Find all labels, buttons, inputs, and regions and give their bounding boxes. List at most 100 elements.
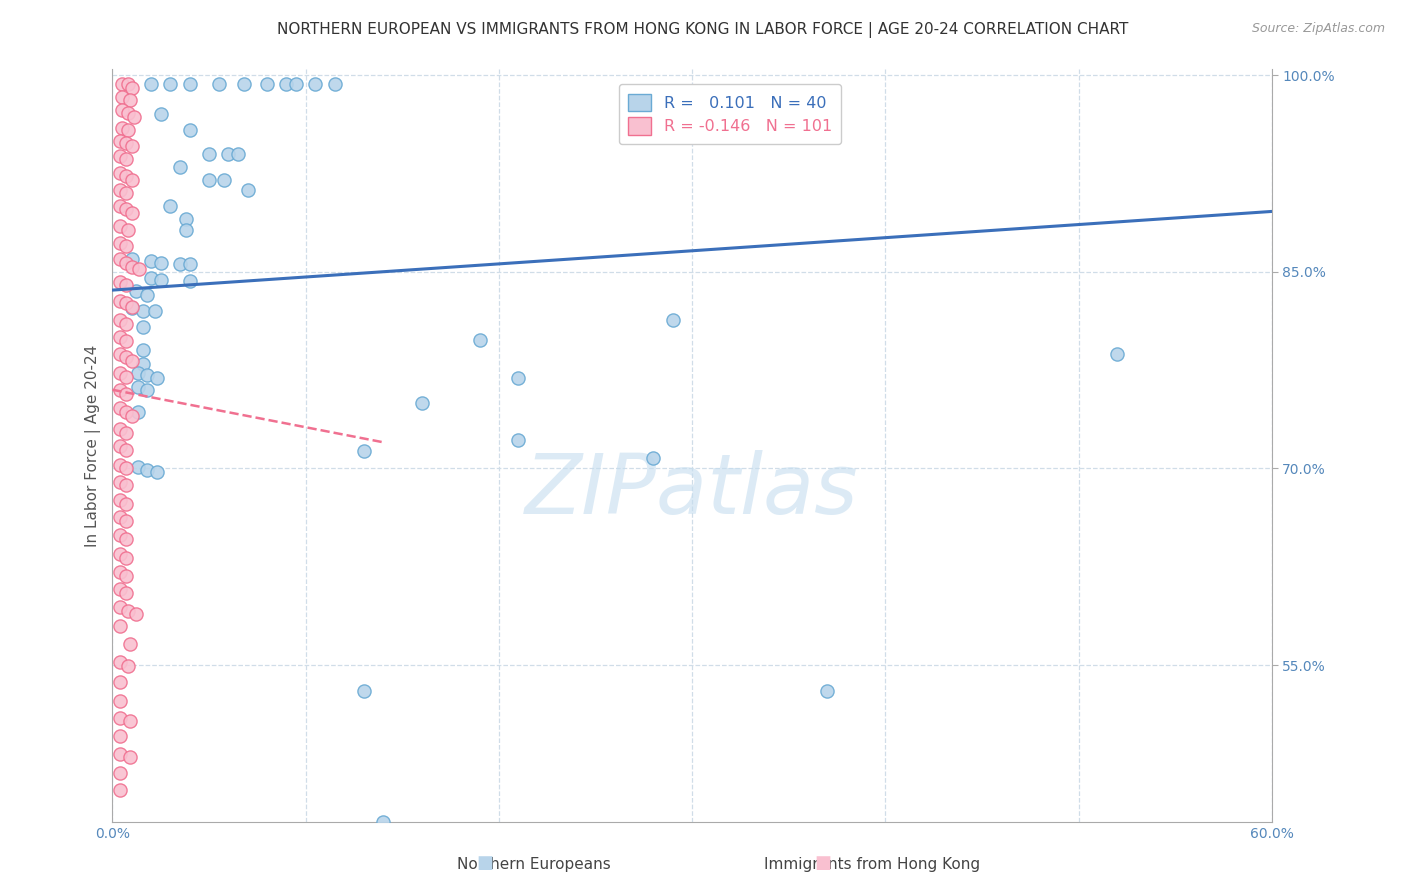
Point [127, 380, 149, 394]
Point [108, 729, 131, 743]
Point [174, 223, 197, 237]
Point [108, 422, 131, 436]
Point [276, 77, 298, 91]
Point [108, 347, 131, 361]
Point [115, 569, 138, 583]
Point [117, 659, 139, 673]
Point [115, 405, 138, 419]
Text: Immigrants from Hong Kong: Immigrants from Hong Kong [763, 857, 980, 872]
Point [115, 277, 138, 292]
Point [108, 275, 131, 289]
Point [108, 565, 131, 579]
Point [121, 354, 143, 368]
Text: ZIPatlas: ZIPatlas [526, 450, 859, 532]
Point [115, 369, 138, 384]
Point [108, 693, 131, 707]
Point [174, 212, 197, 227]
Point [117, 604, 139, 618]
Point [371, 815, 394, 830]
Point [117, 123, 139, 137]
Point [132, 304, 155, 318]
Point [149, 255, 172, 269]
Point [132, 357, 155, 371]
Point [115, 317, 138, 331]
Point [122, 110, 145, 124]
Point [353, 444, 375, 458]
Point [146, 466, 169, 480]
Point [304, 77, 326, 91]
Point [115, 514, 138, 528]
Text: ■: ■ [814, 855, 831, 872]
Point [108, 184, 131, 198]
Point [121, 301, 143, 316]
Point [108, 149, 131, 163]
Point [115, 136, 138, 151]
Point [121, 260, 143, 274]
Point [139, 77, 162, 91]
Point [115, 478, 138, 492]
Point [411, 396, 433, 410]
Point [217, 146, 239, 161]
Point [108, 199, 131, 213]
Point [132, 343, 155, 358]
Point [159, 77, 181, 91]
Point [121, 81, 143, 95]
Point [121, 300, 143, 314]
Point [118, 750, 141, 764]
Point [115, 350, 138, 364]
Point [208, 77, 231, 91]
Point [132, 319, 155, 334]
Point [643, 450, 665, 465]
Point [115, 296, 138, 310]
Point [108, 330, 131, 344]
Point [661, 313, 683, 327]
Point [108, 710, 131, 724]
Point [127, 366, 149, 380]
Point [136, 368, 159, 383]
Point [121, 252, 143, 266]
Point [1107, 347, 1129, 361]
Point [468, 333, 491, 347]
Point [115, 425, 138, 440]
Point [117, 77, 139, 91]
Point [108, 528, 131, 542]
Point [108, 134, 131, 148]
Point [226, 146, 249, 161]
Point [115, 586, 138, 600]
Point [128, 262, 150, 277]
Point [115, 186, 138, 200]
Point [111, 77, 134, 91]
Point [179, 274, 201, 288]
Point [108, 219, 131, 233]
Point [124, 607, 146, 621]
Point [136, 383, 159, 397]
Legend: R =   0.101   N = 40, R = -0.146   N = 101: R = 0.101 N = 40, R = -0.146 N = 101 [619, 84, 841, 145]
Point [115, 443, 138, 458]
Point [159, 199, 181, 213]
Point [108, 166, 131, 180]
Point [115, 169, 138, 183]
Point [108, 439, 131, 453]
Point [115, 152, 138, 166]
Point [146, 371, 169, 385]
Point [108, 619, 131, 633]
Point [353, 684, 375, 698]
Point [198, 173, 221, 187]
Point [508, 433, 530, 447]
Point [108, 600, 131, 615]
Point [136, 463, 159, 477]
Point [117, 106, 139, 120]
Point [115, 550, 138, 565]
Point [115, 334, 138, 349]
Point [179, 123, 201, 137]
Y-axis label: In Labor Force | Age 20-24: In Labor Force | Age 20-24 [86, 344, 101, 547]
Point [115, 255, 138, 269]
Point [108, 401, 131, 416]
Point [214, 173, 236, 187]
Text: Northern Europeans: Northern Europeans [457, 857, 612, 872]
Point [179, 77, 201, 91]
Point [198, 146, 221, 161]
Point [108, 235, 131, 250]
Point [117, 223, 139, 237]
Point [169, 160, 191, 174]
